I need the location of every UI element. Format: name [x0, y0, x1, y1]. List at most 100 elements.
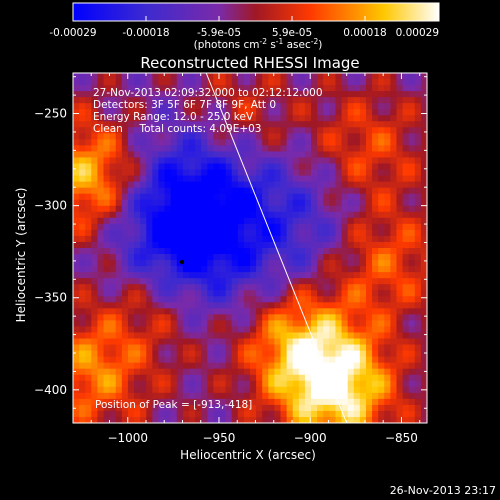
heatmap-cell: [164, 85, 172, 92]
heatmap-cell: [353, 115, 361, 122]
heatmap-cell: [127, 380, 135, 388]
heatmap-cell: [134, 332, 141, 340]
heatmap-cell: [280, 235, 288, 243]
heatmap-cell: [262, 272, 269, 279]
heatmap-cell: [420, 332, 427, 340]
heatmap-cell: [317, 332, 324, 340]
heatmap-cell: [207, 362, 214, 370]
heatmap-cell: [109, 121, 117, 128]
heatmap-cell: [378, 392, 385, 400]
heatmap-cell: [420, 380, 427, 388]
heatmap-cell: [213, 350, 221, 358]
heatmap-cell: [311, 266, 318, 273]
heatmap-cell: [329, 211, 337, 219]
heatmap-cell: [390, 91, 398, 98]
heatmap-cell: [365, 199, 373, 207]
heatmap-cell: [280, 320, 288, 328]
heatmap-cell: [304, 73, 312, 80]
heatmap-cell: [359, 145, 367, 153]
heatmap-cell: [256, 205, 263, 213]
heatmap-cell: [396, 73, 404, 80]
heatmap-cell: [231, 302, 239, 309]
heatmap-cell: [195, 211, 202, 219]
heatmap-cell: [402, 211, 410, 219]
heatmap-cell: [170, 169, 178, 177]
heatmap-cell: [292, 133, 300, 140]
heatmap-cell: [158, 241, 166, 249]
heatmap-cell: [384, 223, 391, 231]
heatmap-cell: [347, 344, 355, 352]
heatmap-cell: [329, 73, 337, 80]
heatmap-cell: [91, 260, 99, 267]
heatmap-cell: [127, 73, 135, 80]
heatmap-cell: [274, 169, 282, 177]
heatmap-cell: [219, 127, 227, 134]
heatmap-cell: [243, 362, 251, 370]
heatmap-cell: [127, 398, 135, 406]
heatmap-cell: [164, 241, 172, 249]
heatmap-cell: [182, 296, 190, 303]
heatmap-cell: [207, 290, 214, 297]
heatmap-cell: [237, 229, 245, 237]
heatmap-cell: [97, 290, 105, 297]
heatmap-cell: [103, 260, 111, 267]
heatmap-cell: [176, 374, 184, 382]
heatmap-cell: [225, 344, 233, 352]
heatmap-cell: [176, 187, 184, 195]
heatmap-cell: [219, 163, 227, 171]
heatmap-cell: [146, 320, 153, 328]
heatmap-cell: [109, 175, 117, 183]
heatmap-cell: [311, 157, 318, 165]
heatmap-cell: [164, 302, 172, 309]
heatmap-cell: [140, 332, 147, 340]
heatmap-cell: [256, 344, 263, 352]
heatmap-cell: [164, 187, 172, 195]
heatmap-cell: [158, 368, 166, 376]
heatmap-cell: [329, 91, 337, 98]
heatmap-cell: [420, 139, 427, 147]
heatmap-cell: [317, 199, 324, 207]
heatmap-cell: [323, 217, 330, 225]
heatmap-cell: [341, 260, 349, 267]
heatmap-cell: [347, 229, 355, 237]
heatmap-cell: [347, 332, 355, 340]
heatmap-cell: [378, 296, 385, 303]
heatmap-cell: [378, 260, 385, 267]
heatmap-cell: [219, 181, 227, 189]
heatmap-cell: [195, 374, 202, 382]
heatmap-cell: [329, 260, 337, 267]
heatmap-cell: [146, 368, 153, 376]
heatmap-cell: [262, 211, 269, 219]
heatmap-cell: [280, 266, 288, 273]
heatmap-cell: [384, 169, 391, 177]
heatmap-cell: [378, 398, 385, 406]
heatmap-cell: [335, 254, 343, 261]
heatmap-cell: [298, 229, 306, 237]
heatmap-cell: [219, 109, 227, 116]
heatmap-cell: [109, 235, 117, 243]
heatmap-cell: [292, 404, 300, 412]
heatmap-cell: [201, 97, 208, 104]
clean-counts-text: Clean Total counts: 4.09E+03: [93, 123, 262, 135]
heatmap-cell: [365, 266, 373, 273]
heatmap-cell: [298, 151, 306, 159]
heatmap-cell: [79, 284, 86, 291]
heatmap-cell: [97, 260, 105, 267]
heatmap-cell: [207, 248, 214, 255]
heatmap-cell: [146, 121, 153, 128]
heatmap-cell: [372, 398, 379, 406]
heatmap-cell: [158, 410, 166, 418]
heatmap-cell: [225, 314, 233, 322]
heatmap-cell: [225, 386, 233, 394]
heatmap-cell: [170, 362, 178, 370]
heatmap-cell: [231, 344, 239, 352]
heatmap-cell: [134, 254, 141, 261]
heatmap-cell: [201, 290, 208, 297]
heatmap-cell: [365, 386, 373, 394]
heatmap-cell: [396, 290, 404, 297]
heatmap-cell: [182, 308, 190, 315]
heatmap-cell: [390, 223, 398, 231]
heatmap-cell: [378, 169, 385, 177]
heatmap-cell: [103, 133, 111, 140]
heatmap-cell: [304, 392, 312, 400]
